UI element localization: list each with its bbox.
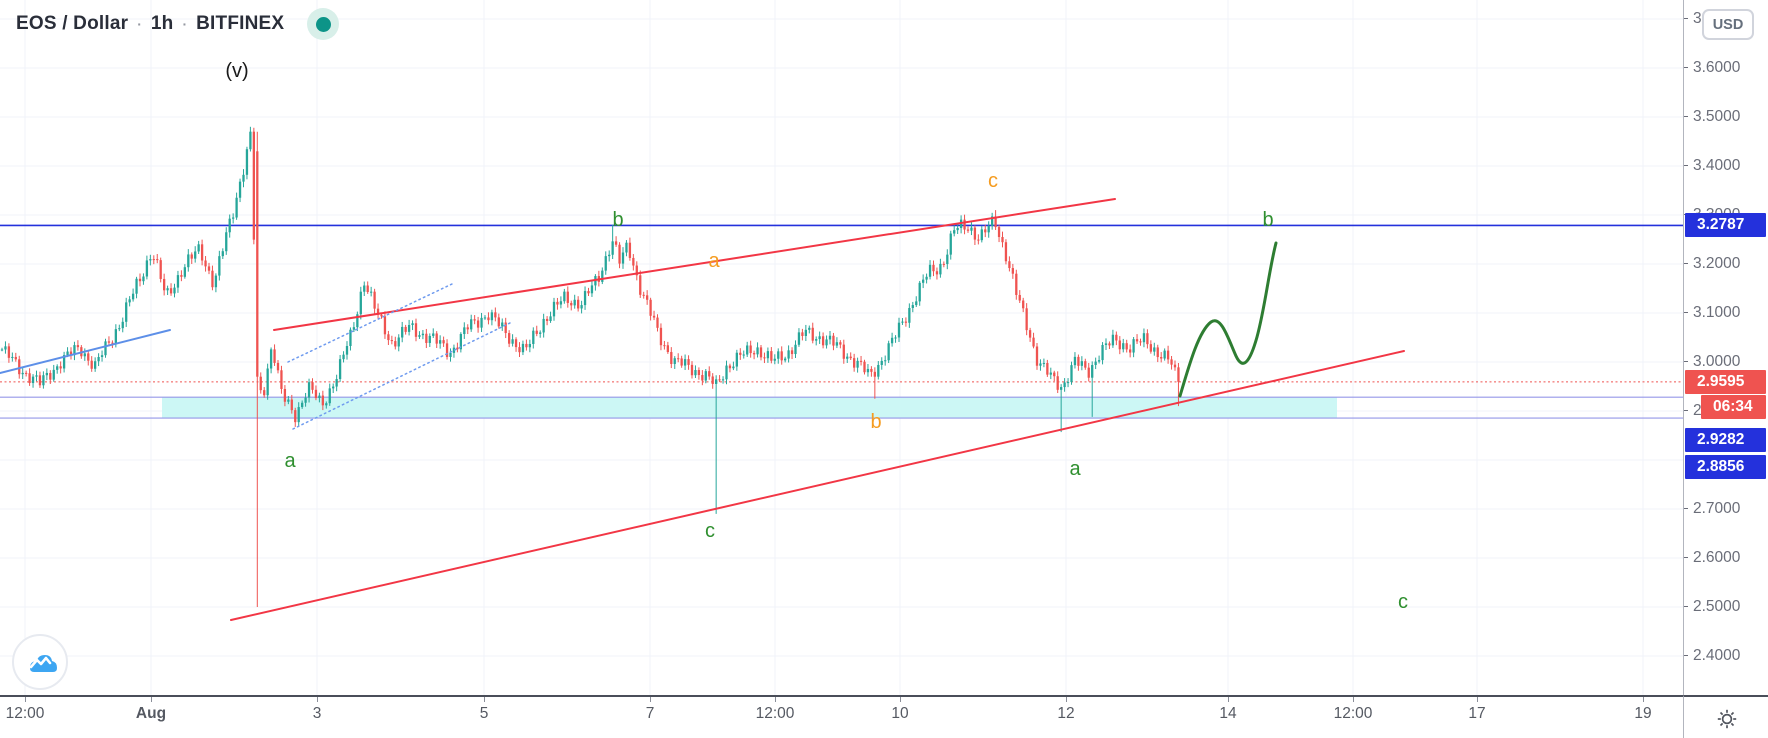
wave-label-a[interactable]: a: [1069, 458, 1081, 480]
blue-level-price-label: 3.2787: [1685, 213, 1766, 238]
time-tick-mark: [1228, 697, 1229, 702]
time-tick-mark: [1066, 697, 1067, 702]
time-tick-label: 12:00: [1333, 705, 1373, 722]
time-tick-label: 12:00: [755, 705, 795, 722]
price-tick-label: 2.6000: [1684, 549, 1768, 567]
wave-label-b[interactable]: b: [612, 209, 623, 231]
time-tick-label: 5: [479, 705, 489, 722]
wave-label-b[interactable]: b: [870, 411, 881, 433]
time-tick-label: 19: [1634, 705, 1652, 722]
time-tick-mark: [900, 697, 901, 702]
wave-label-c[interactable]: c: [988, 170, 998, 192]
time-tick-mark: [1643, 697, 1644, 702]
price-axis[interactable]: 3.70003.60003.50003.40003.30003.20003.10…: [1683, 0, 1768, 695]
currency-unit-button[interactable]: USD: [1702, 9, 1754, 40]
price-tick-label: 3.5000: [1684, 108, 1768, 126]
zone-upper-price-label: 2.9282: [1685, 428, 1766, 452]
time-tick-mark: [650, 697, 651, 702]
time-tick-mark: [1477, 697, 1478, 702]
projection-brush-curve[interactable]: [1178, 241, 1278, 398]
time-tick-mark: [317, 697, 318, 702]
wave-annotations: (v) a b c a b c a b c: [225, 60, 1408, 613]
time-tick-label: 10: [891, 705, 909, 722]
last-price-label: 2.9595: [1685, 369, 1766, 394]
time-tick-label: 12: [1057, 705, 1075, 722]
time-tick-label: Aug: [135, 705, 167, 722]
interval-label[interactable]: 1h: [150, 13, 174, 34]
wave-label-a[interactable]: a: [708, 250, 720, 272]
exchange-label[interactable]: BITFINEX: [196, 13, 285, 34]
price-tick-label: 3.0000: [1684, 353, 1768, 371]
time-tick-label: 17: [1468, 705, 1486, 722]
price-tick-label: 3.2000: [1684, 255, 1768, 273]
connection-status-halo: [307, 8, 340, 40]
time-tick-mark: [25, 697, 26, 702]
wedge-lower-trendline[interactable]: [230, 350, 1405, 621]
time-tick-label: 14: [1219, 705, 1237, 722]
wave-label-c[interactable]: c: [1398, 591, 1408, 613]
separator-dot: ·: [137, 16, 142, 32]
wave-label-a[interactable]: a: [284, 450, 296, 472]
price-tick-label: 3.4000: [1684, 157, 1768, 175]
time-tick-mark: [484, 697, 485, 702]
price-tick-label: 3.6000: [1684, 59, 1768, 77]
time-tick-label: 7: [645, 705, 655, 722]
zone-lower-price-label: 2.8856: [1685, 455, 1766, 479]
dotted-channel-upper[interactable]: [287, 283, 453, 363]
dotted-channel-lower[interactable]: [292, 321, 513, 430]
axis-settings-corner: [1683, 695, 1768, 738]
cloud-chart-logo-icon: [29, 655, 57, 672]
separator-dot: ·: [182, 16, 188, 32]
candles: [0, 126, 1180, 607]
gridlines: [0, 0, 1683, 695]
wave-label-v[interactable]: (v): [225, 60, 248, 82]
time-axis[interactable]: 12:00 Aug 3 5 7 12:00 10 12 14 12:00 17 19: [0, 695, 1768, 738]
wave-label-b[interactable]: b: [1262, 209, 1273, 231]
gear-icon[interactable]: [1715, 707, 1739, 731]
connection-status-dot: [315, 16, 331, 32]
symbol-header[interactable]: EOS / Dollar · 1h · BITFINEX: [16, 8, 340, 40]
time-tick-mark: [775, 697, 776, 702]
time-tick-mark: [1353, 697, 1354, 702]
time-tick-label: 3: [312, 705, 322, 722]
bar-countdown-label: 06:34: [1701, 394, 1766, 419]
price-tick-label: 2.4000: [1684, 647, 1768, 665]
time-tick-label: 12:00: [5, 705, 45, 722]
symbol-name[interactable]: EOS / Dollar: [16, 13, 129, 34]
time-tick-mark: [151, 697, 152, 702]
price-tick-label: 2.5000: [1684, 598, 1768, 616]
price-tick-label: 2.7000: [1684, 500, 1768, 518]
price-tick-label: 3.1000: [1684, 304, 1768, 322]
watermark-logo-button[interactable]: [12, 634, 68, 690]
support-zone-rectangle[interactable]: [162, 397, 1337, 419]
mini-blue-trendline[interactable]: [0, 329, 171, 374]
wave-label-c[interactable]: c: [705, 520, 715, 542]
wedge-upper-trendline[interactable]: [273, 198, 1116, 331]
